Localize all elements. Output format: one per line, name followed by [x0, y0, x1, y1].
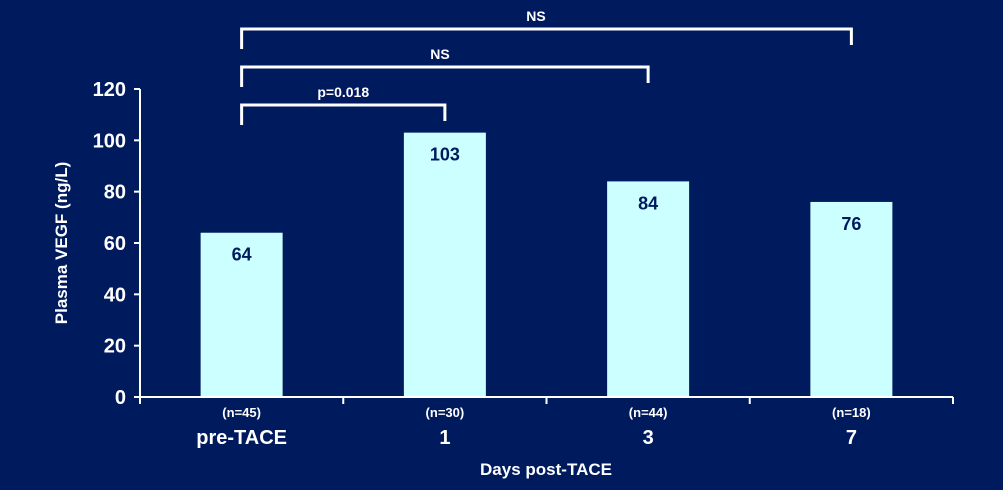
y-axis-title: Plasma VEGF (ng/L) — [52, 162, 71, 324]
y-tick-label: 80 — [104, 182, 126, 204]
significance-bracket — [240, 65, 650, 87]
x-tick-label: 1 — [439, 427, 450, 449]
bar-pre-tace — [200, 232, 283, 397]
y-tick-label: 0 — [115, 387, 126, 409]
bar-value-label: 84 — [638, 193, 658, 213]
x-axis-title: Days post-TACE — [480, 460, 612, 479]
bar-value-label: 64 — [232, 245, 252, 265]
sample-size-label: (n=44) — [629, 405, 668, 420]
sample-size-label: (n=30) — [426, 405, 465, 420]
x-tick-label: 3 — [643, 427, 654, 449]
y-tick-label: 40 — [104, 284, 126, 306]
significance-bracket — [240, 27, 853, 49]
bar-value-label: 76 — [841, 214, 861, 234]
sample-size-label: (n=45) — [222, 405, 261, 420]
bar-value-label: 103 — [430, 145, 460, 165]
bar-7 — [810, 201, 893, 397]
significance-label: p=0.018 — [317, 84, 369, 100]
bar-3 — [607, 181, 690, 397]
significance-label: NS — [526, 8, 545, 24]
sample-size-label: (n=18) — [832, 405, 871, 420]
x-tick-label: pre-TACE — [196, 427, 287, 449]
y-tick-label: 60 — [104, 233, 126, 255]
x-tick-label: 7 — [846, 427, 857, 449]
significance-label: NS — [430, 46, 449, 62]
bar-1 — [403, 132, 486, 397]
y-tick-label: 120 — [93, 79, 126, 101]
y-tick-label: 100 — [93, 130, 126, 152]
y-tick-label: 20 — [104, 336, 126, 358]
significance-bracket — [240, 103, 447, 125]
